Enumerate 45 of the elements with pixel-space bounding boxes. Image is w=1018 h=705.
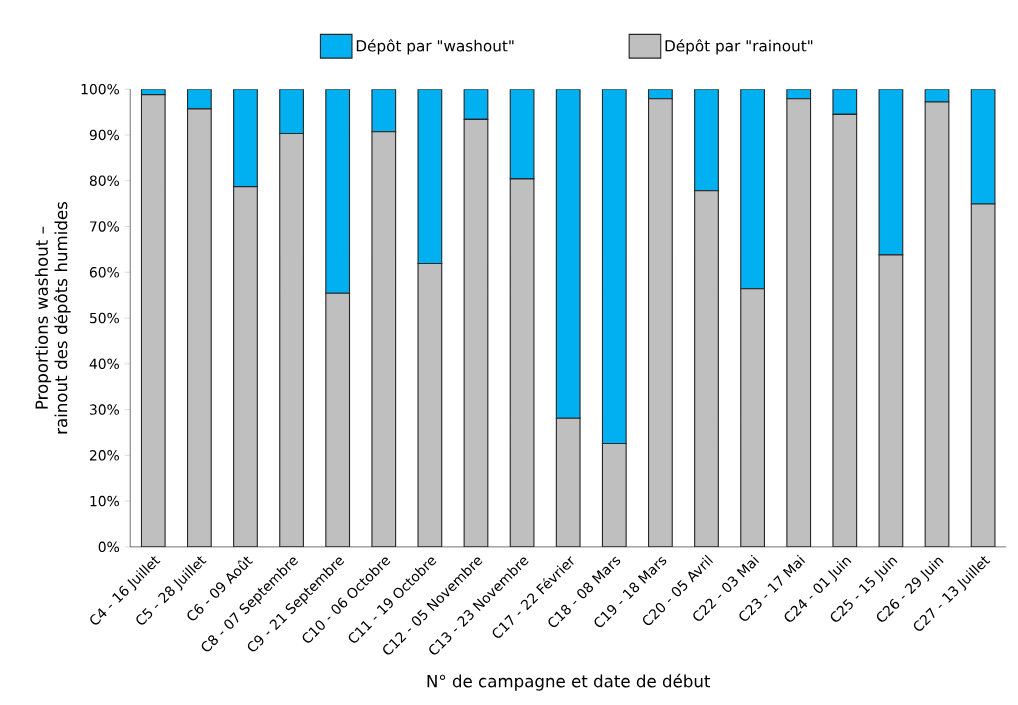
bar (509, 178, 535, 548)
bar (694, 190, 719, 548)
bar (786, 98, 812, 548)
bar (878, 89, 904, 256)
bar (325, 89, 351, 295)
y-tick-label: 100% (81, 84, 119, 95)
bar (371, 131, 397, 548)
y-tick-label: 30% (90, 404, 119, 415)
legend-label: Dépôt par "rainout" (665, 39, 813, 55)
bar (279, 89, 304, 135)
y-tick-label: 0% (98, 541, 119, 553)
bar (694, 89, 719, 192)
bar (970, 89, 996, 205)
x-axis-title: N° de campagne et date de début (427, 674, 711, 691)
bar (509, 89, 535, 180)
bar (463, 118, 489, 548)
y-axis-title: Proportions washout – rainout des dépôts humides (35, 202, 71, 434)
bar (555, 417, 581, 548)
bar (970, 203, 996, 548)
bar (417, 89, 443, 265)
bar (832, 113, 858, 548)
y-tick-label: 50% (90, 312, 119, 324)
bar (186, 108, 212, 548)
y-tick-label: 70% (90, 221, 119, 232)
bar (279, 133, 304, 548)
y-tick-label: 20% (89, 450, 119, 461)
bar (648, 98, 673, 548)
bar (878, 254, 904, 548)
legend-label: Dépôt par "washout" (356, 39, 514, 55)
bar (140, 94, 166, 548)
bar (601, 89, 627, 445)
bar (924, 101, 950, 548)
bar (740, 288, 765, 548)
bar (740, 89, 765, 290)
y-tick-label: 80% (89, 175, 119, 187)
y-tick-label: 10% (90, 495, 119, 507)
bar (233, 186, 258, 548)
bar (601, 443, 627, 548)
bar (555, 89, 581, 419)
y-tick-label: 60% (89, 267, 119, 278)
bar (325, 292, 351, 548)
y-tick-label: 40% (89, 358, 119, 370)
bar (417, 263, 443, 548)
y-tick-label: 90% (89, 129, 119, 141)
bar (233, 89, 258, 188)
